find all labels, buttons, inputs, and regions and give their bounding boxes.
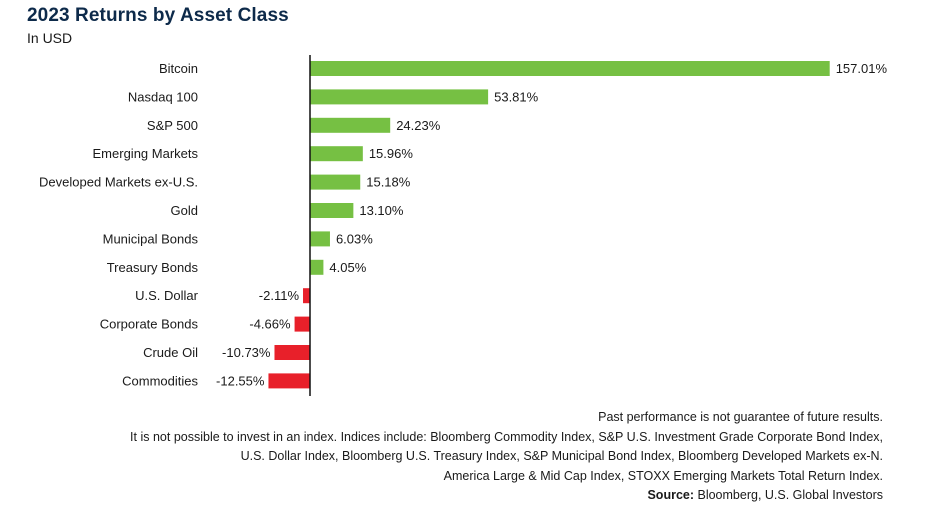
footer-indices-line-2: U.S. Dollar Index, Bloomberg U.S. Treasu… — [240, 449, 883, 463]
category-label-bitcoin: Bitcoin — [159, 61, 198, 76]
footer-indices-line-1: It is not possible to invest in an index… — [130, 429, 883, 444]
bar-commodities — [268, 373, 310, 389]
value-label-treasury-bonds: 4.05% — [329, 260, 366, 275]
value-label-gold: 13.10% — [359, 203, 404, 218]
source-text: Bloomberg, U.S. Global Investors — [694, 488, 883, 502]
bar-developed-markets-ex-u-s — [310, 174, 361, 190]
footer-indices-line-3: America Large & Mid Cap Index, STOXX Eme… — [443, 468, 883, 483]
bar-gold — [310, 203, 354, 218]
value-label-bitcoin: 157.01% — [836, 61, 888, 76]
category-labels: Bitcoin Nasdaq 100 S&P 500 Emerging Markets… — [39, 61, 199, 388]
bar-nasdaq-100 — [310, 89, 489, 105]
bar-treasury-bonds — [310, 259, 324, 275]
category-label-corporate-bonds: Corporate Bonds — [100, 317, 199, 332]
source-label: Source: — [647, 488, 695, 502]
value-label-emerging-markets: 15.96% — [369, 146, 414, 161]
value-label-developed-markets-ex-u-s: 15.18% — [366, 175, 411, 190]
bar-crude-oil — [274, 345, 310, 360]
bar-corporate-bonds — [294, 316, 310, 332]
category-label-nasdaq-100: Nasdaq 100 — [128, 89, 198, 104]
value-label-nasdaq-100: 53.81% — [494, 89, 539, 104]
footer-source: Source: Bloomberg, U.S. Global Investors — [130, 486, 883, 506]
category-label-municipal-bonds: Municipal Bonds — [103, 231, 199, 246]
chart-subtitle: In USD — [27, 30, 73, 46]
value-label-municipal-bonds: 6.03% — [336, 231, 373, 246]
category-label-u-s-dollar: U.S. Dollar — [135, 288, 199, 303]
value-label-corporate-bonds: -4.66% — [249, 317, 291, 332]
chart-footer: Past performance is not guarantee of fut… — [130, 408, 883, 506]
value-labels: 157.01% 53.81% 24.23% 15.96% 15.18% 13.10% 6.0… — [216, 61, 887, 388]
chart-title: 2023 Returns by Asset Class — [27, 5, 289, 26]
bar-u-s-dollar — [303, 288, 310, 304]
bar-municipal-bonds — [310, 231, 330, 247]
value-label-crude-oil: -10.73% — [222, 345, 271, 360]
value-label-s-p-500: 24.23% — [396, 118, 441, 133]
bar-bitcoin — [310, 61, 830, 76]
category-label-s-p-500: S&P 500 — [147, 118, 198, 133]
category-label-developed-markets-ex-u-s: Developed Markets ex-U.S. — [39, 175, 198, 190]
value-label-u-s-dollar: -2.11% — [259, 288, 300, 303]
bar-chart: Bitcoin Nasdaq 100 S&P 500 Emerging Markets… — [39, 55, 887, 396]
bar-s-p-500 — [310, 117, 391, 133]
category-label-treasury-bonds: Treasury Bonds — [107, 260, 199, 275]
category-label-gold: Gold — [171, 203, 198, 218]
category-label-commodities: Commodities — [122, 373, 198, 388]
footer-disclaimer: Past performance is not guarantee of fut… — [598, 410, 883, 424]
category-label-crude-oil: Crude Oil — [143, 345, 198, 360]
value-label-commodities: -12.55% — [216, 373, 265, 388]
bars — [268, 61, 830, 389]
bar-emerging-markets — [310, 146, 363, 162]
category-label-emerging-markets: Emerging Markets — [93, 146, 199, 161]
